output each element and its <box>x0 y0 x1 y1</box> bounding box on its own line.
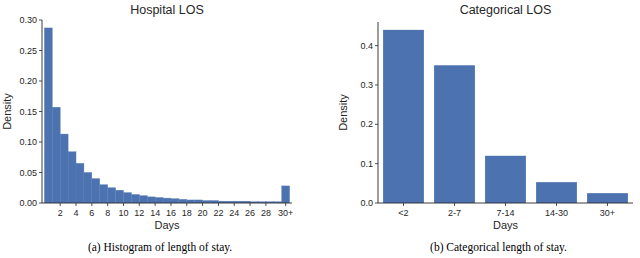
x-tick-label: 28 <box>261 208 271 218</box>
histogram-bar <box>68 152 76 203</box>
y-tick-label: 0.00 <box>19 198 37 208</box>
x-tick-label: 2 <box>58 208 63 218</box>
bar <box>536 182 577 203</box>
y-tick-label: 0.2 <box>360 119 373 129</box>
y-tick-label: 0.20 <box>19 76 37 86</box>
chart-title: Categorical LOS <box>460 3 552 17</box>
bar <box>434 65 475 203</box>
x-tick-label: 12 <box>134 208 144 218</box>
x-tick-label: 6 <box>89 208 94 218</box>
histogram-bar <box>131 194 139 203</box>
x-tick-label: 30+ <box>600 208 615 218</box>
x-tick-label: 7-14 <box>496 208 514 218</box>
x-tick-label: 10 <box>118 208 128 218</box>
x-axis-label: Days <box>493 219 519 231</box>
x-tick-label: 22 <box>213 208 223 218</box>
histogram-bar <box>123 193 131 203</box>
histogram-bar <box>108 188 116 203</box>
chart: <2 2-7 7-14 14-30 30+ 0.0 0.1 0.2 0.3 0.4 Categori… <box>337 3 633 254</box>
y-tick-label: 0.25 <box>19 46 37 56</box>
histogram-bar <box>52 107 60 203</box>
x-tick-label: 4 <box>74 208 79 218</box>
y-tick-label: 0.1 <box>360 159 373 169</box>
y-tick-label: 0.05 <box>19 168 37 178</box>
y-axis-line <box>378 22 379 203</box>
y-tick-label: 0.30 <box>19 15 37 25</box>
histogram-bar <box>179 199 187 203</box>
x-tick-label: <2 <box>398 208 408 218</box>
x-axis-label: Days <box>154 219 180 231</box>
y-axis-label: Density <box>1 93 13 130</box>
x-tick-label: 14 <box>150 208 160 218</box>
y-tick-label: 0.0 <box>360 198 373 208</box>
marks <box>44 28 289 203</box>
bar <box>383 30 424 203</box>
y-tick-label: 0.3 <box>360 80 373 90</box>
x-axis-line <box>378 203 633 204</box>
histogram-bar <box>282 186 290 203</box>
y-tick-label: 0.10 <box>19 137 37 147</box>
chart: 24681012141618202224262830+0.000.050.100… <box>1 3 293 254</box>
caption: (a) Histogram of length of stay. <box>88 241 232 254</box>
caption: (b) Categorical length of stay. <box>430 241 567 254</box>
histogram-bar <box>195 200 203 203</box>
figure: 24681012141618202224262830+0.000.050.100… <box>0 0 640 258</box>
histogram-bar <box>92 179 100 203</box>
x-tick-label: 20 <box>198 208 208 218</box>
y-tick-label: 0.15 <box>19 107 37 117</box>
x-tick-label: 24 <box>229 208 239 218</box>
x-tick-label: 14-30 <box>545 208 568 218</box>
histogram-bar <box>139 196 147 203</box>
histogram-bar <box>60 134 68 203</box>
chart-title: Hospital LOS <box>130 3 204 17</box>
histogram-bar <box>171 199 179 203</box>
y-axis-line <box>42 20 43 203</box>
histogram-bar <box>84 173 92 204</box>
histogram-bar <box>163 198 171 203</box>
marks <box>383 30 628 203</box>
bar <box>485 156 526 203</box>
bar <box>587 193 628 203</box>
x-tick-label: 30+ <box>278 208 293 218</box>
x-tick-label: 18 <box>182 208 192 218</box>
x-tick-label: 16 <box>166 208 176 218</box>
x-tick-label: 2-7 <box>448 208 461 218</box>
x-axis-line <box>42 203 292 204</box>
histogram-bar <box>100 185 108 203</box>
x-tick-label: 26 <box>245 208 255 218</box>
histogram-bar <box>116 190 124 203</box>
x-tick-label: 8 <box>105 208 110 218</box>
y-tick-label: 0.4 <box>360 41 373 51</box>
histogram-bar <box>76 163 84 203</box>
histogram-bar <box>155 198 163 203</box>
y-axis-label: Density <box>337 94 349 131</box>
histogram-bar <box>44 28 52 203</box>
histogram-bar <box>147 197 155 203</box>
histogram-bar <box>187 200 195 203</box>
